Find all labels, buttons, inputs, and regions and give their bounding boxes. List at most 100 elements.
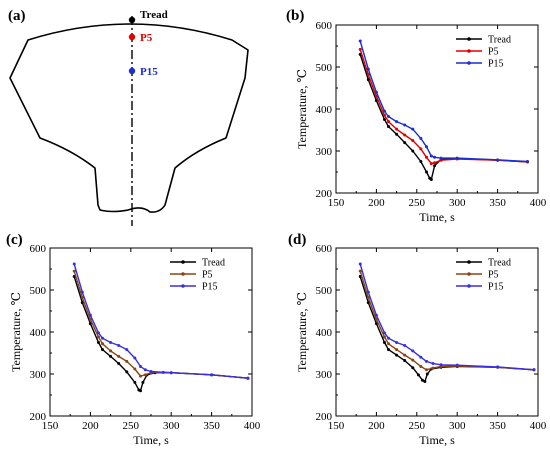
data-point-tread xyxy=(382,118,386,121)
data-point-p15 xyxy=(143,368,147,372)
x-axis-title: Time, s xyxy=(419,210,455,224)
data-point-p5 xyxy=(133,367,137,371)
data-point-p15 xyxy=(496,158,500,162)
data-point-tread xyxy=(80,301,84,305)
data-point-p15 xyxy=(403,123,407,127)
data-point-p15 xyxy=(525,160,529,163)
y-tick-label: 300 xyxy=(316,146,333,158)
legend-label-p15: P15 xyxy=(202,282,218,293)
data-point-p15 xyxy=(403,343,407,347)
data-point-tread xyxy=(96,341,100,344)
data-point-p5 xyxy=(387,120,391,124)
data-point-p15 xyxy=(246,376,250,380)
data-point-tread xyxy=(425,372,429,376)
p5-point-label: P5 xyxy=(140,32,153,44)
data-point-p15 xyxy=(169,371,173,375)
p15-point-label: P15 xyxy=(140,66,158,78)
x-tick-label: 150 xyxy=(42,420,59,432)
legend-label-tread: Tread xyxy=(488,35,511,46)
legend-marker xyxy=(467,260,471,264)
series-line-p5 xyxy=(73,270,249,379)
data-point-p15 xyxy=(411,349,415,353)
data-point-p5 xyxy=(419,147,423,151)
x-tick-label: 400 xyxy=(530,420,547,432)
legend-marker xyxy=(181,272,185,276)
legend-marker xyxy=(181,284,185,288)
x-tick-label: 300 xyxy=(449,420,466,432)
y-tick-label: 600 xyxy=(30,243,47,255)
data-point-p15 xyxy=(72,262,76,266)
data-point-p15 xyxy=(109,341,113,344)
y-tick-label: 400 xyxy=(316,104,333,116)
data-point-p15 xyxy=(366,67,370,71)
data-point-p5 xyxy=(429,162,433,166)
data-point-p15 xyxy=(411,127,415,131)
data-point-p15 xyxy=(455,156,459,160)
data-point-p5 xyxy=(424,155,428,159)
data-point-p15 xyxy=(101,336,105,340)
legend-marker xyxy=(467,272,471,276)
y-axis-title: Temperature, ℃ xyxy=(295,69,309,149)
x-axis-title: Time, s xyxy=(419,433,455,447)
data-point-tread xyxy=(403,141,407,145)
data-point-p15 xyxy=(424,145,428,149)
data-point-p15 xyxy=(395,120,399,124)
data-point-p15 xyxy=(125,348,129,352)
data-point-p5 xyxy=(382,335,386,339)
plot-frame xyxy=(49,247,253,417)
data-point-p15 xyxy=(138,364,142,368)
panel-letter-d: (d) xyxy=(288,232,306,248)
data-point-p5 xyxy=(358,47,362,51)
data-point-p15 xyxy=(496,365,500,369)
x-tick-label: 200 xyxy=(368,197,385,209)
panel-letter-b: (b) xyxy=(286,8,304,24)
y-tick-label: 300 xyxy=(316,369,333,381)
data-point-p15 xyxy=(429,154,433,158)
panel-letter-c: (c) xyxy=(6,232,23,248)
x-tick-label: 350 xyxy=(203,420,220,432)
data-point-p15 xyxy=(374,313,378,317)
p15-point-marker xyxy=(128,67,136,75)
data-point-p5 xyxy=(366,73,370,77)
data-point-p15 xyxy=(387,336,391,340)
data-point-p5 xyxy=(395,348,399,352)
data-point-tread xyxy=(366,78,370,82)
series-line-p5 xyxy=(359,49,528,165)
data-point-p5 xyxy=(395,127,399,131)
data-point-tread xyxy=(387,125,391,129)
wheel-profile-outline xyxy=(9,23,249,213)
data-point-tread xyxy=(395,353,399,357)
data-point-p15 xyxy=(419,136,423,140)
legend-label-p15: P15 xyxy=(488,59,504,70)
y-tick-label: 300 xyxy=(30,369,47,381)
data-point-p15 xyxy=(439,363,443,367)
x-tick-label: 250 xyxy=(409,420,426,432)
data-point-p5 xyxy=(96,335,100,339)
series-line-p15 xyxy=(73,263,249,379)
legend-marker xyxy=(467,49,471,53)
x-tick-label: 350 xyxy=(489,420,506,432)
data-point-tread xyxy=(88,322,92,326)
x-tick-label: 200 xyxy=(368,420,385,432)
legend-label-tread: Tread xyxy=(488,258,511,269)
data-point-p15 xyxy=(80,290,84,294)
y-tick-label: 500 xyxy=(30,285,47,297)
data-point-p5 xyxy=(424,368,428,372)
data-point-p15 xyxy=(433,155,437,159)
data-point-p5 xyxy=(403,133,407,137)
data-point-p15 xyxy=(88,313,92,317)
data-point-p15 xyxy=(431,362,435,365)
data-point-tread xyxy=(101,348,105,352)
data-point-tread xyxy=(411,366,415,370)
data-point-p5 xyxy=(358,269,362,273)
x-tick-label: 400 xyxy=(530,197,547,209)
y-tick-label: 600 xyxy=(316,20,333,32)
series-line-p15 xyxy=(359,40,528,163)
data-point-p5 xyxy=(387,342,391,346)
y-tick-label: 400 xyxy=(30,327,47,339)
y-tick-label: 200 xyxy=(30,411,47,423)
data-point-tread xyxy=(109,354,113,358)
y-tick-label: 600 xyxy=(316,243,333,255)
x-tick-label: 350 xyxy=(489,197,506,209)
